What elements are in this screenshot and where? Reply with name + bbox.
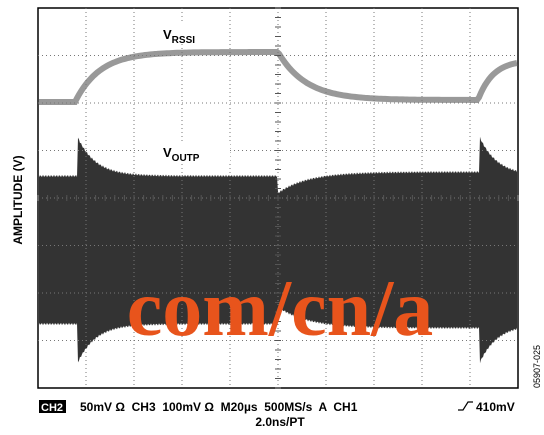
trace-label-sub: OUTP xyxy=(172,153,200,164)
outp-envelope xyxy=(39,136,517,364)
y-axis-label: AMPLITUDE (V) xyxy=(11,155,25,244)
watermark: com/cn/a xyxy=(127,265,434,353)
grid xyxy=(37,7,519,389)
record-length: 2.0ns/PT xyxy=(255,415,305,429)
channel-label: CH2 xyxy=(41,402,63,414)
scope-settings: 50mV Ω CH3 100mV Ω M20µs 500MS/s A CH1 xyxy=(80,400,358,414)
trigger-level: 410mV xyxy=(476,400,515,414)
trace-label-main: V xyxy=(163,27,172,42)
channel-badge xyxy=(39,400,66,413)
figure-id: 05907-025 xyxy=(532,345,542,388)
trace-label-main: V xyxy=(163,145,172,160)
label-bg xyxy=(150,142,230,162)
label-bg xyxy=(150,24,208,44)
trigger-edge-icon xyxy=(458,401,473,411)
trace-label-outp: VOUTP xyxy=(163,145,200,164)
trace-label-sub: RSSI xyxy=(172,35,196,46)
trace-label-rssi: VRSSI xyxy=(163,27,195,46)
